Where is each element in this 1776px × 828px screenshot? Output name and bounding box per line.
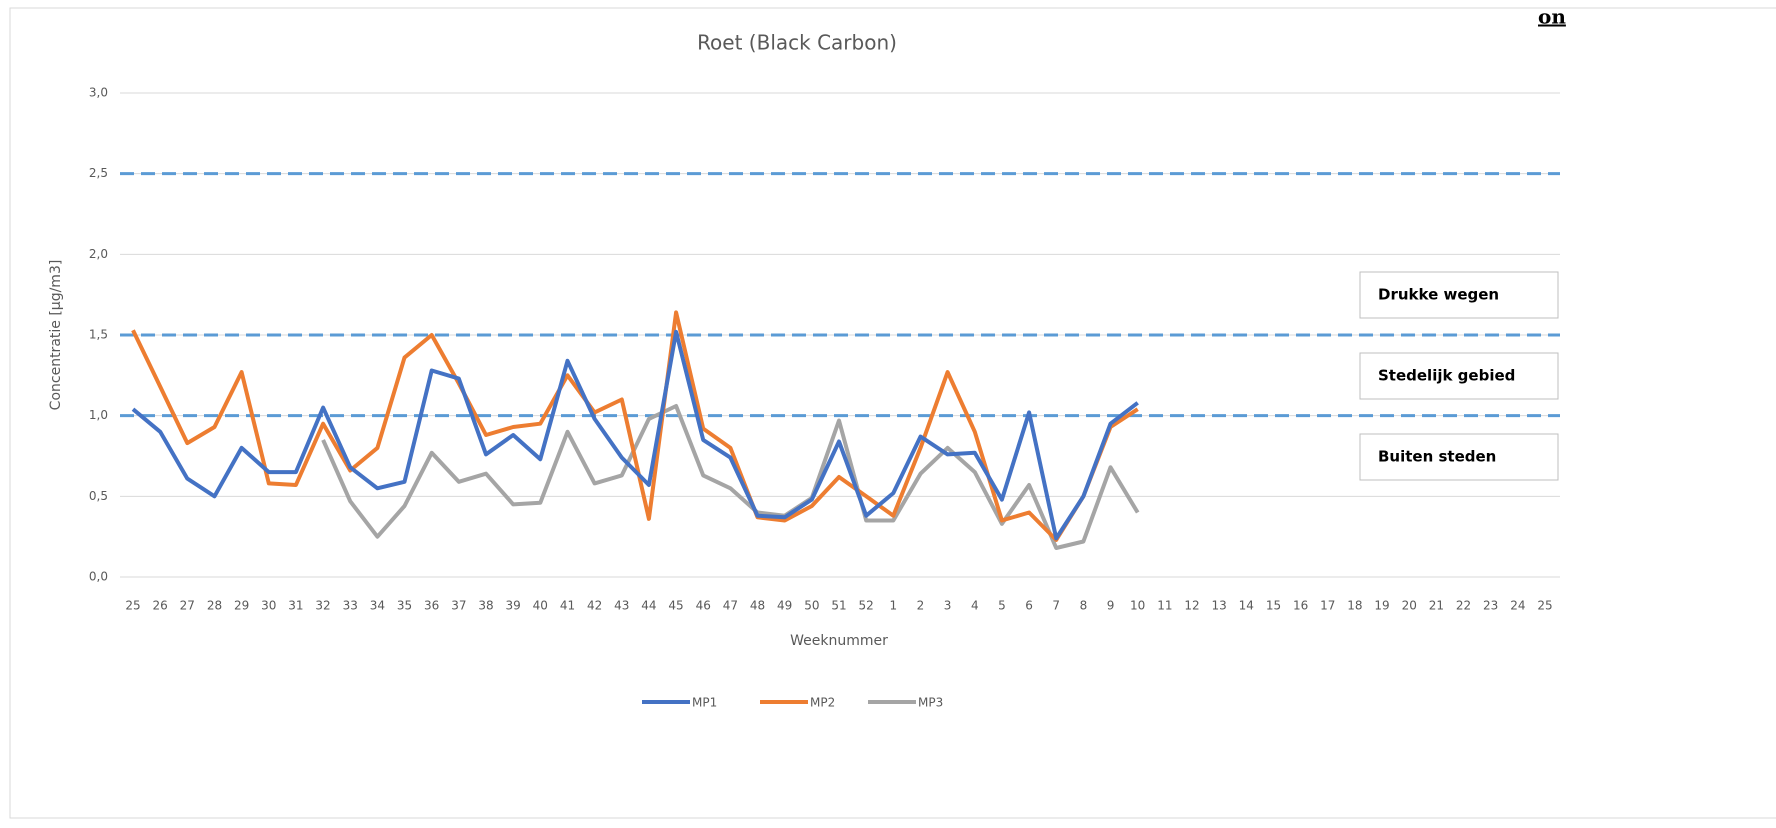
x-tick-label: 37: [451, 599, 466, 613]
x-tick-label: 41: [560, 599, 575, 613]
y-tick-label: 0,5: [89, 489, 108, 503]
x-tick-label: 8: [1080, 599, 1088, 613]
x-tick-label: 19: [1374, 599, 1389, 613]
x-tick-label: 25: [125, 599, 140, 613]
x-tick-label: 49: [777, 599, 792, 613]
x-tick-label: 34: [370, 599, 385, 613]
annotation-box: [1359, 433, 1559, 481]
x-tick-label: 29: [234, 599, 249, 613]
x-tick-label: 45: [668, 599, 683, 613]
x-tick-label: 1: [889, 599, 897, 613]
x-tick-label: 24: [1510, 599, 1525, 613]
x-tick-label: 15: [1266, 599, 1281, 613]
x-tick-label: 13: [1212, 599, 1227, 613]
x-tick-label: 52: [859, 599, 874, 613]
x-tick-label: 23: [1483, 599, 1498, 613]
series-line: [131, 329, 1139, 541]
y-tick-label: 1,0: [89, 408, 108, 422]
y-axis-title: Concentratie [µg/m3]: [48, 260, 64, 411]
y-tick-label: 1,5: [89, 328, 108, 342]
x-tick-label: 5: [998, 599, 1006, 613]
x-tick-label: 6: [1025, 599, 1033, 613]
x-axis-title: Weeknummer: [790, 633, 888, 649]
x-tick-label: 51: [831, 599, 846, 613]
legend-label: MP1: [692, 696, 717, 710]
x-tick-label: 33: [343, 599, 358, 613]
x-tick-label: 10: [1130, 599, 1145, 613]
x-tick-label: 47: [723, 599, 738, 613]
annotation: Stedelijk gebied: [1378, 367, 1515, 385]
x-tick-label: 32: [315, 599, 330, 613]
legend-label: MP3: [918, 696, 943, 710]
corner-text: on: [1538, 5, 1566, 29]
x-tick-label: 11: [1157, 599, 1172, 613]
x-tick-label: 50: [804, 599, 819, 613]
x-tick-label: 31: [288, 599, 303, 613]
x-tick-label: 2: [917, 599, 925, 613]
x-tick-label: 21: [1429, 599, 1444, 613]
y-tick-label: 2,0: [89, 247, 108, 261]
chart-title: Roet (Black Carbon): [697, 31, 897, 55]
x-tick-label: 7: [1052, 599, 1060, 613]
x-tick-label: 38: [478, 599, 493, 613]
y-tick-label: 2,5: [89, 166, 108, 180]
x-tick-label: 43: [614, 599, 629, 613]
x-tick-label: 28: [207, 599, 222, 613]
chart-border: [9, 7, 1776, 819]
x-tick-label: 14: [1239, 599, 1254, 613]
x-tick-label: 30: [261, 599, 276, 613]
x-tick-label: 27: [180, 599, 195, 613]
x-tick-label: 44: [641, 599, 656, 613]
x-tick-label: 25: [1537, 599, 1552, 613]
x-tick-label: 36: [424, 599, 439, 613]
series-line: [321, 404, 1140, 550]
x-tick-label: 39: [506, 599, 521, 613]
x-tick-label: 42: [587, 599, 602, 613]
y-tick-label: 0,0: [89, 570, 108, 584]
annotation: Drukke wegen: [1378, 286, 1499, 304]
series-line: [131, 310, 1139, 542]
y-tick-label: 3,0: [89, 86, 108, 100]
x-tick-label: 9: [1107, 599, 1115, 613]
x-tick-label: 3: [944, 599, 952, 613]
x-tick-label: 12: [1184, 599, 1199, 613]
annotation-box: [1359, 352, 1559, 400]
x-tick-label: 4: [971, 599, 979, 613]
x-tick-label: 18: [1347, 599, 1362, 613]
x-tick-label: 40: [533, 599, 548, 613]
x-tick-label: 35: [397, 599, 412, 613]
x-tick-label: 26: [153, 599, 168, 613]
x-tick-label: 46: [696, 599, 711, 613]
x-tick-label: 22: [1456, 599, 1471, 613]
x-tick-label: 20: [1402, 599, 1417, 613]
x-tick-label: 17: [1320, 599, 1335, 613]
legend-label: MP2: [810, 696, 835, 710]
annotation-box: [1359, 271, 1559, 319]
x-tick-label: 16: [1293, 599, 1308, 613]
annotation: Buiten steden: [1378, 448, 1496, 466]
x-tick-label: 48: [750, 599, 765, 613]
